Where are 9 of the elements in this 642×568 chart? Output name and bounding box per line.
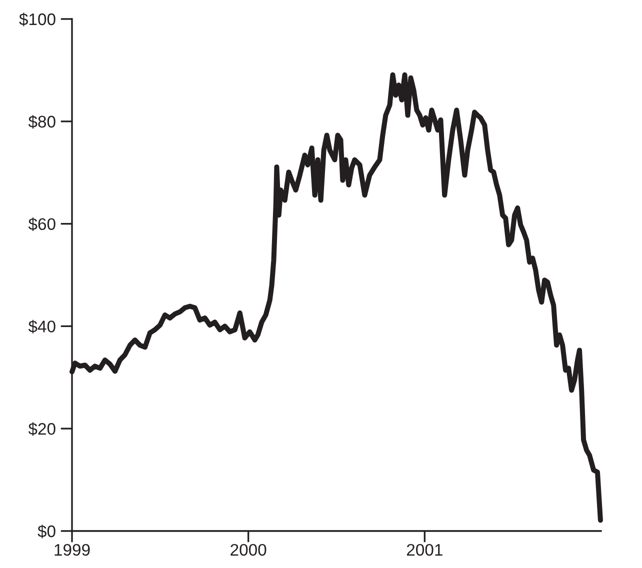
x-tick-label: 1999 <box>54 544 90 556</box>
y-tick-label: $60 <box>28 218 56 231</box>
y-tick-label: $100 <box>19 12 56 26</box>
y-tick-label: $0 <box>38 524 56 538</box>
y-tick-label: $80 <box>28 115 56 129</box>
x-tick-label: 2000 <box>230 544 266 556</box>
y-tick-label: $40 <box>28 320 56 334</box>
x-tick-label: 2001 <box>406 544 442 556</box>
y-tick-label: $20 <box>28 422 56 436</box>
